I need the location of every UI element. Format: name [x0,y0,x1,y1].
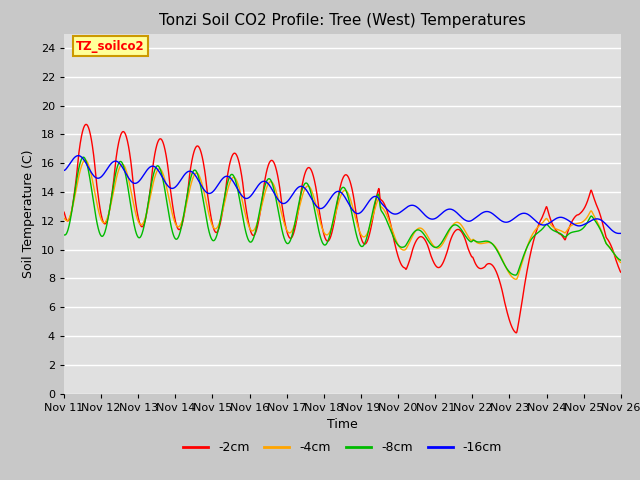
Legend: -2cm, -4cm, -8cm, -16cm: -2cm, -4cm, -8cm, -16cm [178,436,507,459]
Text: TZ_soilco2: TZ_soilco2 [76,40,145,53]
Y-axis label: Soil Temperature (C): Soil Temperature (C) [22,149,35,278]
Title: Tonzi Soil CO2 Profile: Tree (West) Temperatures: Tonzi Soil CO2 Profile: Tree (West) Temp… [159,13,526,28]
X-axis label: Time: Time [327,418,358,431]
